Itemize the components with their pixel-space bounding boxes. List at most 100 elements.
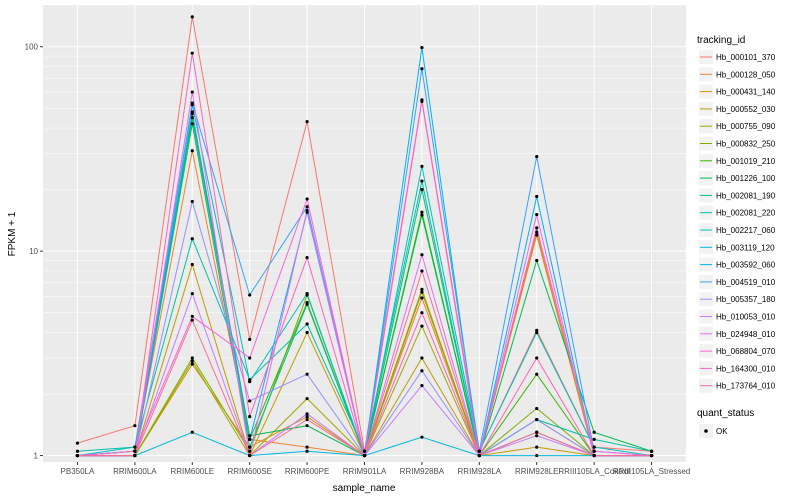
x-tick-label: RRIII105LA_Stressed xyxy=(613,467,690,476)
data-point xyxy=(190,101,194,105)
legend-label: Hb_010053_010 xyxy=(716,313,776,322)
data-point xyxy=(248,445,252,449)
data-point xyxy=(305,415,309,419)
legend-label: Hb_164300_010 xyxy=(716,364,776,373)
legend-label: Hb_001226_100 xyxy=(716,174,776,183)
data-point xyxy=(649,449,654,453)
data-point xyxy=(535,434,539,438)
x-tick-label: RRIM928LA xyxy=(458,467,502,476)
data-point xyxy=(248,356,252,360)
data-point xyxy=(420,188,424,192)
data-point xyxy=(305,291,309,296)
data-point xyxy=(133,453,137,458)
data-point xyxy=(248,453,252,458)
x-axis: PB350LA RRIM600LA RRIM600LE RRIM600SE RRIM60… xyxy=(61,462,690,476)
data-point xyxy=(133,445,137,449)
data-point xyxy=(305,208,309,213)
data-point xyxy=(420,253,424,257)
data-point xyxy=(190,116,194,120)
data-point xyxy=(535,372,539,376)
data-point xyxy=(535,226,539,230)
data-point xyxy=(190,199,194,204)
data-point xyxy=(535,417,539,422)
data-point xyxy=(305,445,309,449)
data-point xyxy=(133,449,137,453)
data-point xyxy=(535,230,539,234)
data-point xyxy=(305,302,309,306)
y-axis: 1 10 100 xyxy=(25,43,43,461)
data-point xyxy=(190,356,194,360)
legend-label: Hb_002217_060 xyxy=(716,226,776,235)
data-point xyxy=(190,362,194,366)
data-points xyxy=(75,15,654,458)
data-point xyxy=(420,287,424,291)
legend-quant-status-label: OK xyxy=(716,427,728,436)
y-tick-label: 10 xyxy=(29,247,38,256)
legend-label: Hb_002081_220 xyxy=(716,209,776,218)
legend: tracking_id Hb_000101_370Hb_000128_050Hb… xyxy=(697,35,776,438)
legend-quant-status-title: quant_status xyxy=(697,408,754,419)
legend-label: Hb_000552_030 xyxy=(716,105,776,114)
x-axis-title: sample_name xyxy=(333,483,396,494)
data-point xyxy=(305,197,309,201)
data-point xyxy=(248,415,252,419)
data-point xyxy=(420,435,424,439)
data-point xyxy=(305,424,309,428)
data-point xyxy=(248,437,252,441)
legend-label: Hb_024948_010 xyxy=(716,330,776,339)
grid-lines xyxy=(43,5,686,462)
data-point xyxy=(305,449,309,453)
legend-label: Hb_000128_050 xyxy=(716,70,776,79)
data-point xyxy=(420,324,424,328)
data-point xyxy=(420,356,424,360)
data-point xyxy=(305,412,309,416)
y-tick-label: 100 xyxy=(25,43,39,52)
y-axis-title: FPKM + 1 xyxy=(7,211,18,256)
data-point xyxy=(420,67,424,71)
data-point xyxy=(535,330,539,335)
data-point xyxy=(305,255,309,260)
x-tick-label: RRIM928BA xyxy=(400,467,445,476)
legend-label: Hb_000755_090 xyxy=(716,122,776,131)
data-point xyxy=(362,449,367,453)
data-point xyxy=(420,369,424,373)
data-point xyxy=(305,396,309,401)
data-point xyxy=(649,453,654,458)
data-point xyxy=(535,453,539,458)
x-tick-label: PB350LA xyxy=(61,467,95,476)
data-point xyxy=(305,372,309,376)
data-point xyxy=(535,328,539,332)
data-point xyxy=(535,155,539,159)
data-point xyxy=(535,233,539,237)
data-point xyxy=(420,164,424,168)
data-point xyxy=(535,445,539,449)
x-tick-label: RRIM600SE xyxy=(227,467,271,476)
data-point xyxy=(190,430,194,434)
data-point xyxy=(592,453,596,458)
data-point xyxy=(75,441,80,445)
legend-label: Hb_000832_250 xyxy=(716,140,776,149)
legend-label: Hb_001019_210 xyxy=(716,157,776,166)
data-point xyxy=(248,293,252,297)
data-point xyxy=(592,445,596,449)
data-point xyxy=(420,311,424,315)
data-point xyxy=(420,296,424,300)
data-point xyxy=(190,359,194,363)
data-point xyxy=(190,15,194,19)
data-point xyxy=(190,149,194,153)
data-point xyxy=(592,449,596,453)
data-point xyxy=(190,318,194,322)
data-point xyxy=(535,258,539,263)
data-point xyxy=(248,434,252,438)
legend-label: Hb_003592_060 xyxy=(716,261,776,270)
data-point xyxy=(305,322,309,326)
data-point xyxy=(305,120,309,124)
data-point xyxy=(535,356,539,360)
data-point xyxy=(420,46,424,50)
data-point xyxy=(592,430,596,434)
data-point xyxy=(420,290,424,294)
legend-label: Hb_173764_010 xyxy=(716,382,776,391)
data-point xyxy=(420,99,424,104)
